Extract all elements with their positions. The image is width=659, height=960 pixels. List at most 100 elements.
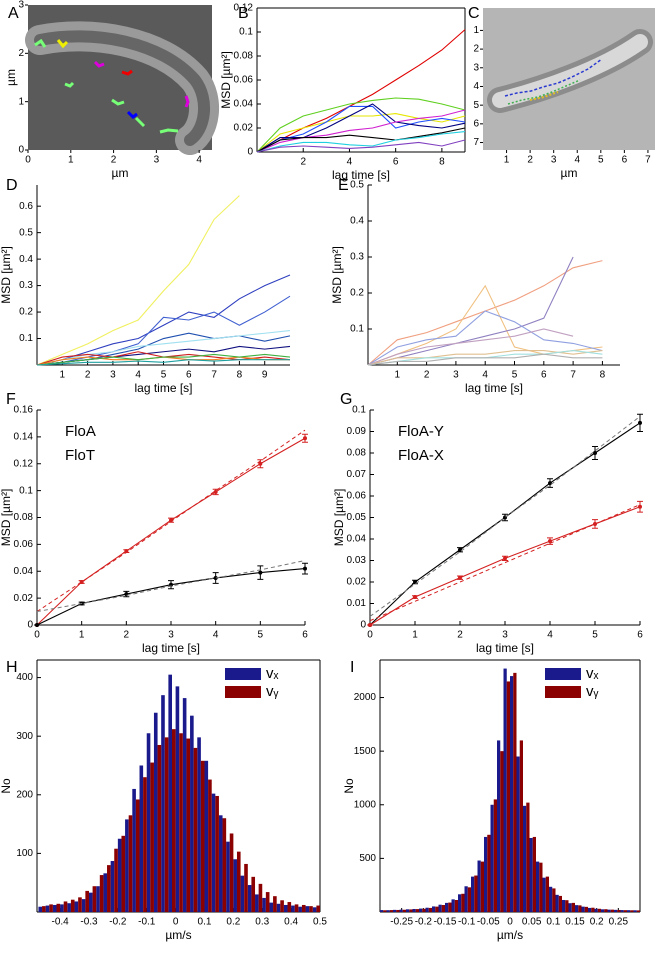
bar [565, 900, 569, 912]
x-tick-label: 7 [570, 370, 576, 381]
legend-entry: vᵧ [586, 683, 599, 700]
legend-entry: FloA-Y [398, 423, 444, 440]
bar [588, 907, 592, 912]
bar [85, 890, 89, 912]
bar [244, 863, 248, 912]
series-line [367, 310, 603, 366]
panel-letter: I [350, 659, 354, 676]
x-tick-label: 5 [598, 155, 604, 166]
y-tick-label: 0.02 [347, 577, 367, 588]
y-axis-label: µm [4, 69, 18, 86]
y-tick-label: 0 [18, 145, 24, 156]
bar [276, 903, 281, 912]
bar [471, 876, 475, 912]
track [64, 81, 75, 88]
series-line [256, 127, 466, 153]
bar [143, 777, 147, 912]
bar [226, 841, 230, 912]
x-tick-label: -0.25 [390, 917, 413, 928]
x-tick-label: -0.3 [80, 917, 98, 928]
x-tick-label: 0.3 [255, 917, 269, 928]
bar [539, 862, 543, 912]
bar [38, 906, 43, 912]
legend-entry: vₓ [266, 665, 279, 682]
x-tick-label: 2 [300, 157, 306, 168]
y-tick-label: 0.02 [234, 123, 254, 134]
x-tick-label: 1 [68, 155, 74, 166]
panel-letter: C [468, 5, 480, 22]
x-tick-label: 1 [412, 630, 418, 641]
x-tick-label: 7 [211, 370, 217, 381]
x-tick-label: 5 [258, 630, 264, 641]
bar [211, 793, 216, 912]
x-tick-label: 2 [457, 630, 463, 641]
y-tick-label: 6 [473, 118, 479, 129]
track [111, 98, 125, 106]
track [529, 91, 559, 101]
bar [607, 909, 611, 912]
x-tick-label: 2 [111, 155, 117, 166]
bar [575, 905, 579, 912]
bar [399, 909, 403, 912]
x-axis-label: lag time [s] [465, 381, 523, 395]
bar [204, 760, 209, 912]
bar [604, 909, 608, 912]
bar [451, 899, 455, 912]
series-line [256, 109, 466, 153]
y-tick-label: 0.03 [347, 555, 367, 566]
y-tick-label: 0.12 [234, 3, 254, 14]
bar [438, 904, 442, 912]
bar [623, 910, 627, 912]
series-line [367, 260, 603, 366]
series-line [256, 29, 466, 153]
y-tick-label: 400 [16, 672, 33, 683]
y-tick-label: 0.2 [19, 307, 33, 318]
bar [448, 902, 452, 912]
x-tick-label: 3 [551, 155, 557, 166]
x-tick-label: -0.2 [415, 917, 433, 928]
y-tick-label: 0.3 [19, 280, 33, 291]
bar [552, 888, 556, 912]
bar [422, 908, 426, 912]
bar [562, 899, 566, 912]
x-axis-label: lag time [s] [476, 641, 534, 655]
bar [406, 909, 410, 912]
y-tick-label: 0.08 [347, 448, 367, 459]
y-axis-label: MSD [µm²] [332, 489, 346, 547]
y-tick-label: 1500 [354, 746, 377, 757]
bar [128, 815, 133, 912]
bar [139, 765, 144, 912]
point [35, 623, 39, 627]
x-tick-label: -0.4 [51, 917, 69, 928]
y-tick-label: 0.01 [347, 598, 367, 609]
bar [92, 886, 97, 912]
y-tick-label: 0.06 [347, 491, 367, 502]
y-tick-label: 0.1 [350, 324, 364, 335]
legend-swatch [545, 668, 581, 680]
x-tick-label: -0.2 [109, 917, 127, 928]
bar [474, 875, 478, 912]
bar [298, 906, 302, 912]
bar [236, 851, 241, 912]
bar [150, 762, 154, 912]
bar [617, 909, 621, 912]
bar [110, 861, 115, 912]
y-tick-label: 0.3 [350, 252, 364, 263]
bar [461, 893, 465, 912]
bar [536, 861, 540, 912]
x-tick-label: 4 [213, 630, 219, 641]
bar [620, 910, 624, 912]
y-tick-label: 0.04 [14, 566, 34, 577]
x-tick-label: 0.05 [522, 917, 542, 928]
bar [99, 875, 104, 912]
y-tick-label: 2 [473, 44, 479, 55]
x-tick-label: 0.25 [609, 917, 629, 928]
y-axis-label: MSD [µm²] [330, 246, 344, 304]
bar [121, 835, 126, 912]
point [593, 451, 597, 455]
bar [200, 760, 205, 912]
bar [581, 906, 585, 912]
bar [175, 686, 180, 912]
bar [255, 894, 259, 912]
bar [597, 908, 601, 912]
